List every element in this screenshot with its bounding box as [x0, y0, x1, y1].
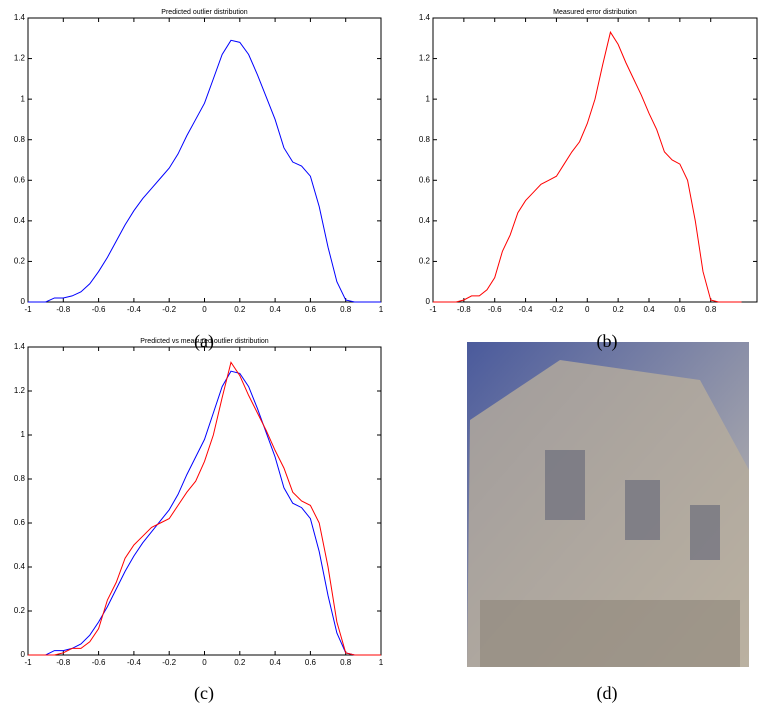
axes-frame: [27, 17, 382, 303]
x-tick-label: 1: [379, 658, 384, 667]
x-tick-label: -0.2: [550, 305, 564, 314]
photo: [467, 342, 749, 667]
y-tick-label: 0.4: [14, 562, 26, 571]
y-tick-label: 0.2: [419, 257, 431, 266]
x-tick-label: -0.2: [162, 658, 176, 667]
chart-title: Predicted vs measured outlier distributi…: [140, 338, 269, 345]
y-tick-label: 1.2: [14, 386, 26, 395]
y-tick-label: 0.8: [419, 135, 431, 144]
y-tick-label: 0.8: [14, 474, 26, 483]
x-tick-label: 0.4: [270, 658, 282, 667]
x-tick-label: -1: [429, 305, 437, 314]
y-tick-label: 0.2: [14, 257, 26, 266]
y-tick-label: 1.2: [419, 54, 431, 63]
line: [433, 30, 742, 303]
x-tick-label: 0.6: [305, 305, 317, 314]
y-tick-label: 1: [21, 430, 26, 439]
arcade: [480, 600, 740, 667]
line: [28, 361, 381, 656]
x-tick-label: -1: [24, 658, 32, 667]
x-tick-label: 0.4: [270, 305, 282, 314]
y-tick-label: 0: [426, 297, 431, 306]
window: [545, 450, 585, 520]
y-tick-label: 0.6: [14, 518, 26, 527]
x-tick-label: -0.8: [56, 658, 70, 667]
x-tick-label: 0: [585, 305, 590, 314]
x-tick-label: -0.4: [519, 305, 533, 314]
y-tick-label: 0.6: [14, 175, 26, 184]
x-tick-label: -0.2: [162, 305, 176, 314]
y-tick-label: 0.8: [14, 135, 26, 144]
x-tick-label: 0.8: [340, 658, 352, 667]
x-tick-label: -0.6: [488, 305, 502, 314]
x-tick-label: -0.4: [127, 658, 141, 667]
x-tick-label: -0.8: [457, 305, 471, 314]
y-tick-label: 1.4: [419, 13, 431, 22]
chart-title: Measured error distribution: [553, 9, 637, 16]
axes-frame: [27, 346, 382, 656]
x-tick-label: 0.2: [234, 658, 246, 667]
caption: (c): [194, 683, 214, 704]
y-tick-label: 0.2: [14, 606, 26, 615]
caption: (b): [597, 331, 618, 352]
x-tick-label: 0: [202, 305, 207, 314]
window: [690, 505, 720, 560]
y-tick-label: 0: [21, 297, 26, 306]
x-tick-label: 0.6: [674, 305, 686, 314]
window: [625, 480, 660, 540]
line: [28, 370, 381, 656]
y-tick-label: 1.4: [14, 342, 26, 351]
x-tick-label: 0.4: [643, 305, 655, 314]
caption: (d): [597, 683, 618, 704]
y-tick-label: 1: [426, 94, 431, 103]
x-tick-label: -1: [24, 305, 32, 314]
y-tick-label: 1: [21, 94, 26, 103]
x-tick-label: 1: [379, 305, 384, 314]
building: [467, 360, 749, 667]
chart-title: Predicted outlier distribution: [161, 9, 247, 16]
x-tick-label: 0.6: [305, 658, 317, 667]
y-tick-label: 1.4: [14, 13, 26, 22]
x-tick-label: 0.8: [340, 305, 352, 314]
y-tick-label: 0: [21, 650, 26, 659]
caption: (a): [194, 331, 214, 352]
x-tick-label: 0.8: [705, 305, 717, 314]
x-tick-label: -0.6: [92, 658, 106, 667]
y-tick-label: 0.4: [419, 216, 431, 225]
y-tick-label: 0.4: [14, 216, 26, 225]
x-tick-label: -0.4: [127, 305, 141, 314]
x-tick-label: -0.8: [56, 305, 70, 314]
x-tick-label: 0: [202, 658, 207, 667]
line: [28, 39, 381, 303]
x-tick-label: 0.2: [234, 305, 246, 314]
axes-frame: [432, 17, 758, 303]
x-tick-label: -0.6: [92, 305, 106, 314]
y-tick-label: 0.6: [419, 175, 431, 184]
y-tick-label: 1.2: [14, 54, 26, 63]
x-tick-label: 0.2: [613, 305, 625, 314]
